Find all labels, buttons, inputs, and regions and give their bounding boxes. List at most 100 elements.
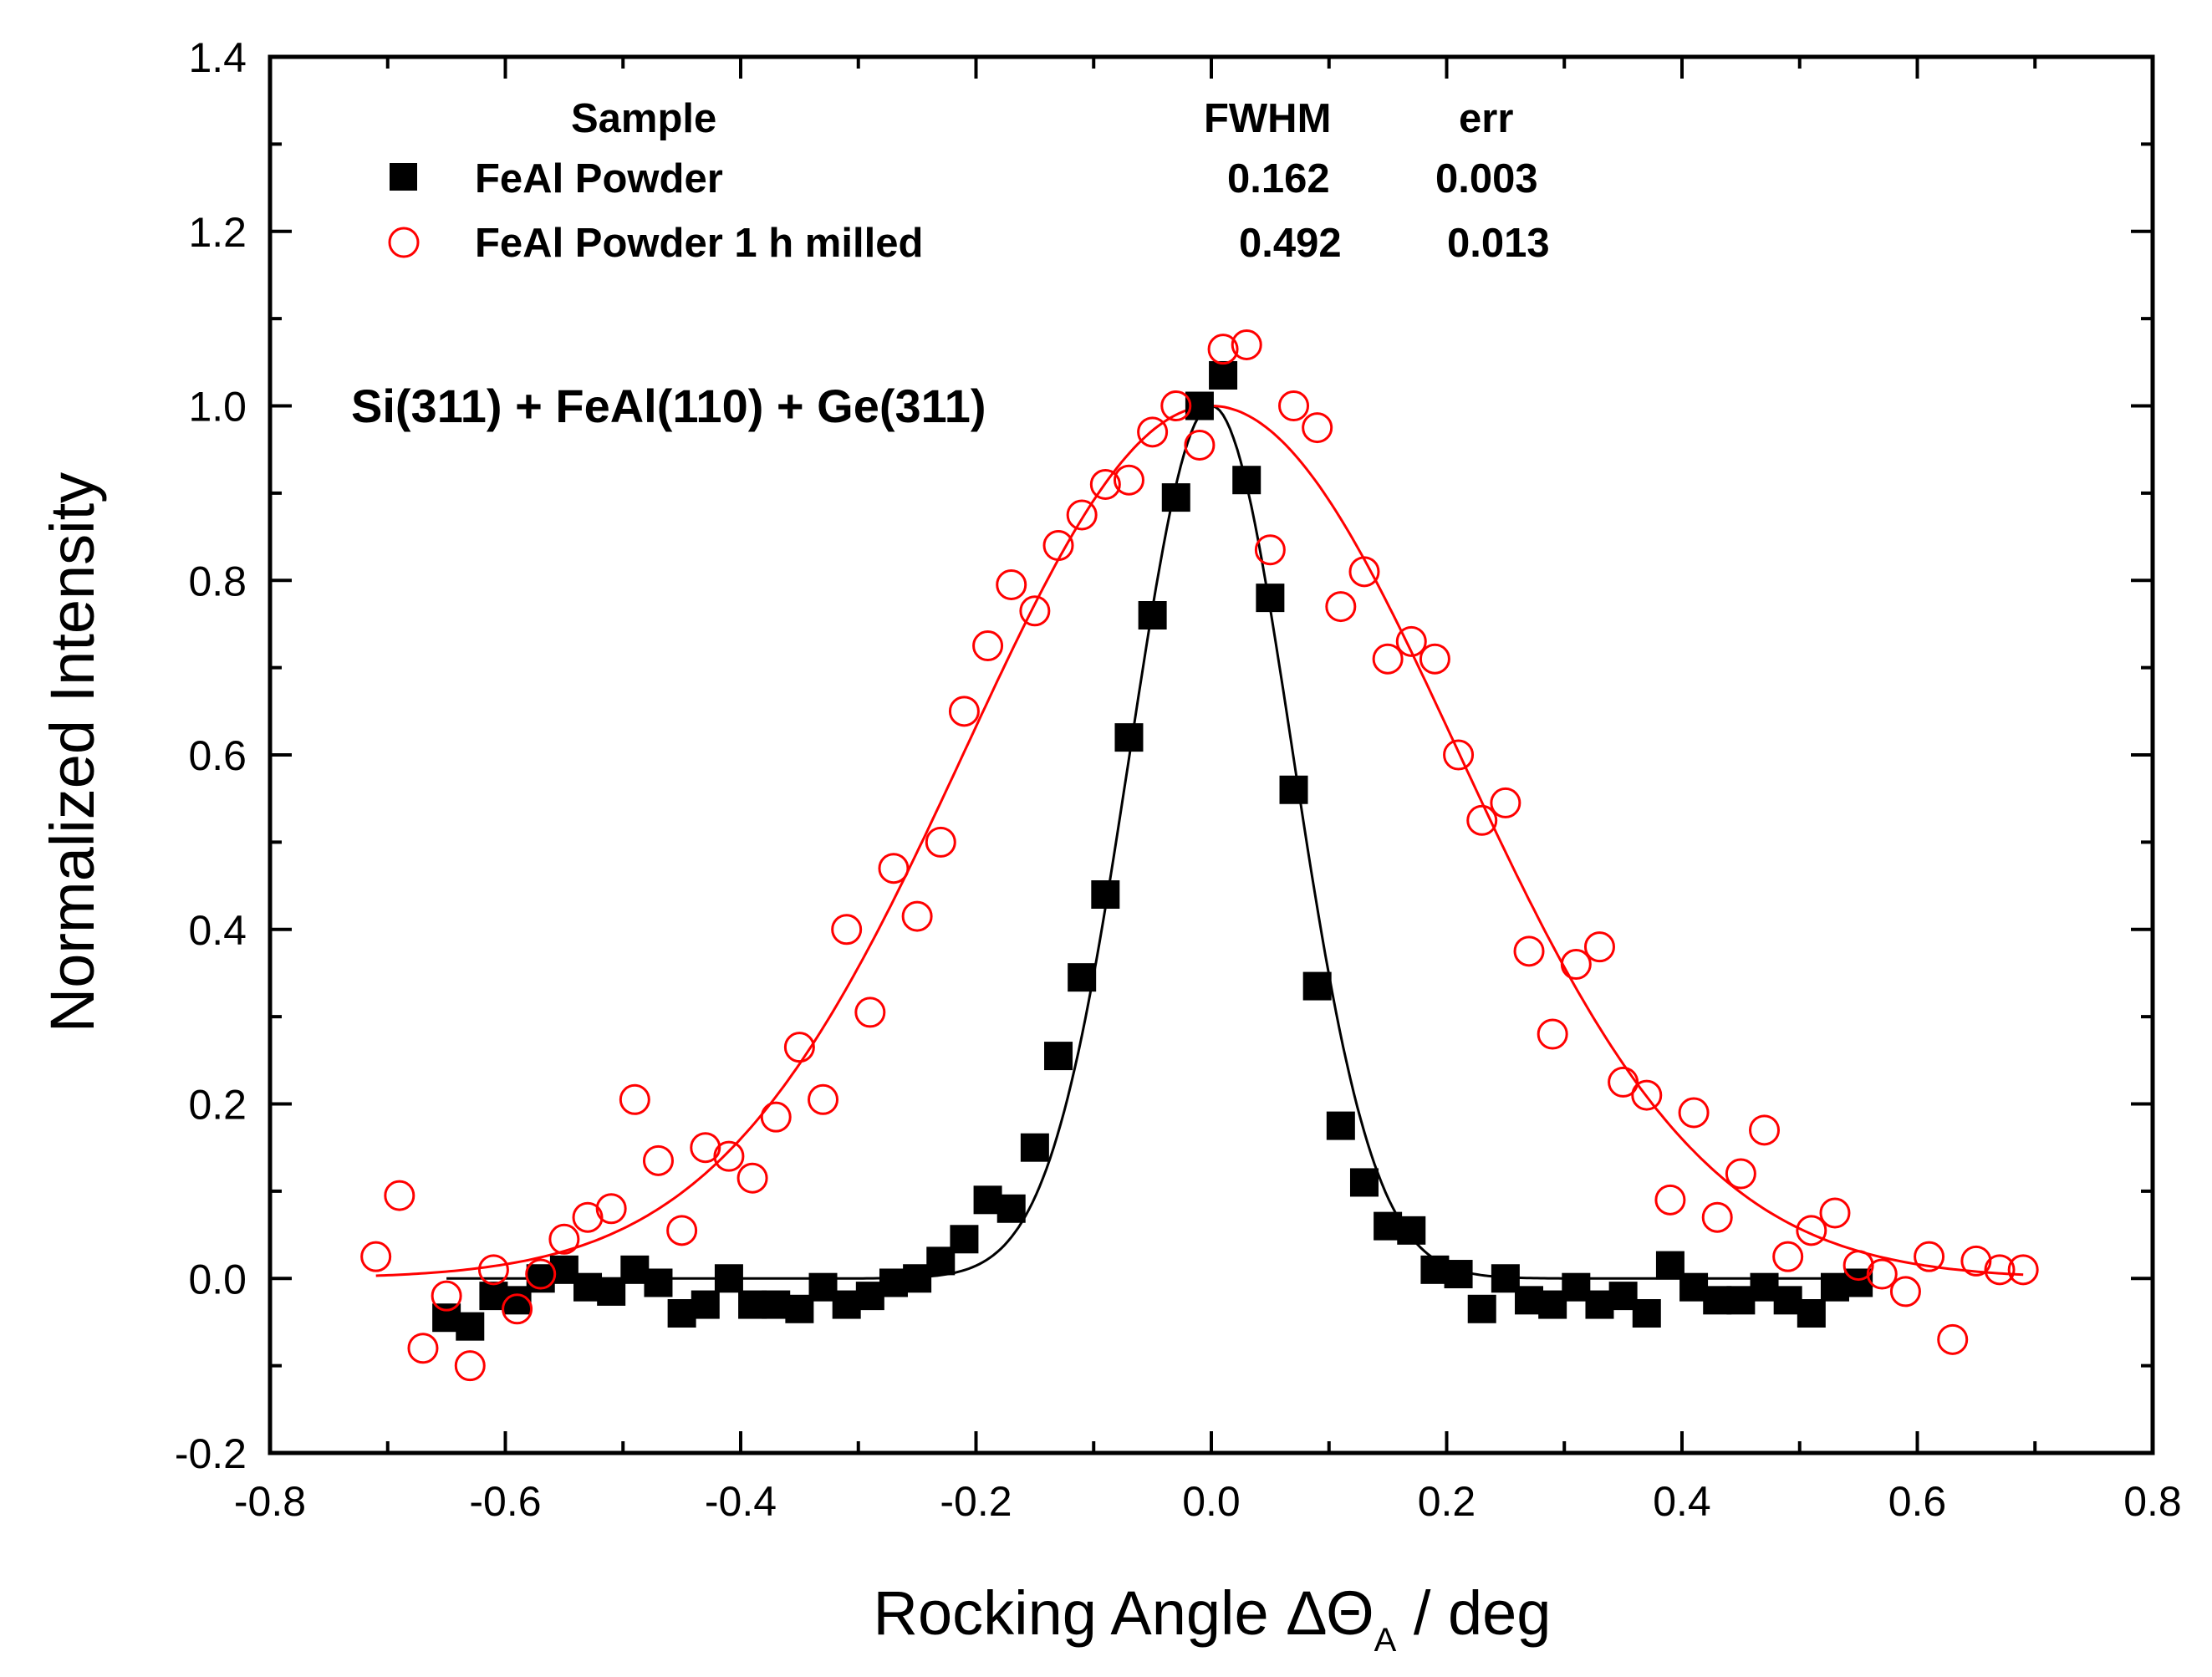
data-point-square: [1044, 1042, 1073, 1071]
data-point-circle: [1631, 1079, 1663, 1111]
data-point-square: [1279, 775, 1308, 804]
data-point-circle: [1513, 935, 1545, 967]
data-point-circle: [1654, 1184, 1686, 1216]
y-axis-title: Normalized Intensity: [38, 472, 107, 1032]
data-point-square: [1797, 1299, 1826, 1328]
data-point-circle: [1866, 1258, 1898, 1290]
data-point-circle: [996, 568, 1027, 600]
y-tick-label: 0.0: [188, 1256, 247, 1302]
data-point-square: [1349, 1168, 1379, 1197]
data-point-circle: [572, 1201, 604, 1233]
data-point-circle: [1749, 1114, 1781, 1146]
data-point-circle: [407, 1333, 439, 1364]
data-point-circle: [1184, 429, 1216, 461]
data-point-circle: [1560, 949, 1592, 980]
data-point-circle: [736, 1162, 768, 1194]
data-point-square: [1091, 880, 1120, 909]
data-point-square: [1020, 1133, 1049, 1162]
x-tick-label: -0.6: [469, 1478, 541, 1525]
data-point-circle: [760, 1101, 792, 1133]
data-point-circle: [1160, 390, 1192, 421]
legend-entry-name: FeAl Powder 1 h milled: [475, 221, 923, 266]
data-point-circle: [595, 1193, 627, 1225]
data-point-circle: [1443, 739, 1475, 771]
data-point-circle: [1678, 1097, 1710, 1129]
data-point-circle: [1842, 1250, 1874, 1282]
data-point-circle: [1608, 1066, 1639, 1098]
legend-entry-fwhm: 0.162: [1227, 156, 1330, 201]
data-point-square: [1302, 971, 1332, 1001]
data-point-circle: [878, 853, 910, 884]
data-point-circle: [1725, 1158, 1756, 1190]
legend-header-fwhm: FWHM: [1204, 96, 1331, 141]
data-point-square: [1209, 360, 1238, 390]
data-point-circle: [1583, 931, 1615, 963]
data-point-circle: [1231, 329, 1262, 360]
data-point-circle: [384, 1180, 415, 1211]
data-point-square: [691, 1290, 720, 1319]
data-point-circle: [1889, 1276, 1921, 1307]
x-tick-label: 0.4: [1653, 1478, 1711, 1525]
data-point-circle: [925, 826, 956, 858]
y-tick-label: 1.2: [188, 209, 247, 256]
data-point-circle: [1372, 643, 1404, 675]
data-point-square: [644, 1268, 673, 1297]
legend-marker-open-circle: [388, 227, 420, 258]
legend: Sample FWHM err FeAl Powder 0.162 0.003 …: [388, 96, 1550, 266]
data-point-circle: [1137, 416, 1169, 448]
y-tick-label: 0.2: [188, 1082, 247, 1129]
x-tick-label: 0.0: [1182, 1478, 1241, 1525]
data-point-circle: [666, 1215, 698, 1246]
data-point-circle: [360, 1241, 392, 1272]
data-point-circle: [619, 1083, 650, 1115]
data-point-square: [1161, 483, 1190, 512]
data-point-circle: [1254, 534, 1286, 566]
data-point-circle: [690, 1132, 721, 1164]
x-tick-label: -0.4: [705, 1478, 777, 1525]
x-tick-label: -0.2: [940, 1478, 1012, 1525]
legend-entry-fwhm: 0.492: [1239, 221, 1342, 266]
data-point-square: [996, 1194, 1026, 1223]
y-tick-label: -0.2: [175, 1430, 247, 1477]
data-point-circle: [1466, 804, 1498, 836]
data-point-square: [1397, 1216, 1426, 1245]
data-point-circle: [548, 1223, 580, 1255]
data-point-circle: [502, 1293, 533, 1325]
y-tick-label: 0.6: [188, 732, 247, 779]
data-point-circle: [1395, 625, 1427, 657]
data-point-square: [1068, 963, 1097, 992]
data-point-circle: [1701, 1201, 1733, 1233]
data-point-circle: [1819, 1197, 1851, 1229]
data-point-circle: [1490, 787, 1521, 818]
data-point-circle: [642, 1144, 674, 1176]
data-point-circle: [901, 900, 933, 932]
data-point-square: [1444, 1260, 1473, 1289]
data-point-circle: [1419, 643, 1450, 675]
data-point-square: [1467, 1294, 1496, 1323]
legend-marker-filled-square: [390, 163, 417, 191]
y-tick-label: 1.4: [188, 34, 247, 81]
data-point-circle: [477, 1254, 509, 1286]
x-tick-label: 0.8: [2123, 1478, 2182, 1525]
data-point-circle: [1772, 1241, 1804, 1272]
legend-entry-err: 0.003: [1435, 156, 1538, 201]
data-point-square: [950, 1225, 979, 1254]
data-point-circle: [1019, 595, 1051, 627]
data-point-square: [714, 1264, 743, 1293]
y-tick-label: 0.8: [188, 558, 247, 604]
data-point-square: [1138, 601, 1167, 630]
data-markers: [360, 329, 2039, 1382]
data-point-circle: [713, 1140, 745, 1172]
fit-curves: [375, 404, 2024, 1280]
legend-entry-name: FeAl Powder: [475, 156, 723, 201]
data-point-circle: [1960, 1245, 1992, 1277]
data-point-circle: [431, 1280, 462, 1312]
data-point-circle: [1984, 1254, 2016, 1286]
data-point-circle: [1066, 499, 1098, 531]
y-tick-label: 0.4: [188, 907, 247, 954]
data-point-circle: [783, 1032, 815, 1063]
data-point-square: [1114, 723, 1144, 752]
data-point-circle: [1325, 591, 1357, 623]
x-tick-label: 0.6: [1888, 1478, 1947, 1525]
data-point-circle: [972, 630, 1004, 662]
